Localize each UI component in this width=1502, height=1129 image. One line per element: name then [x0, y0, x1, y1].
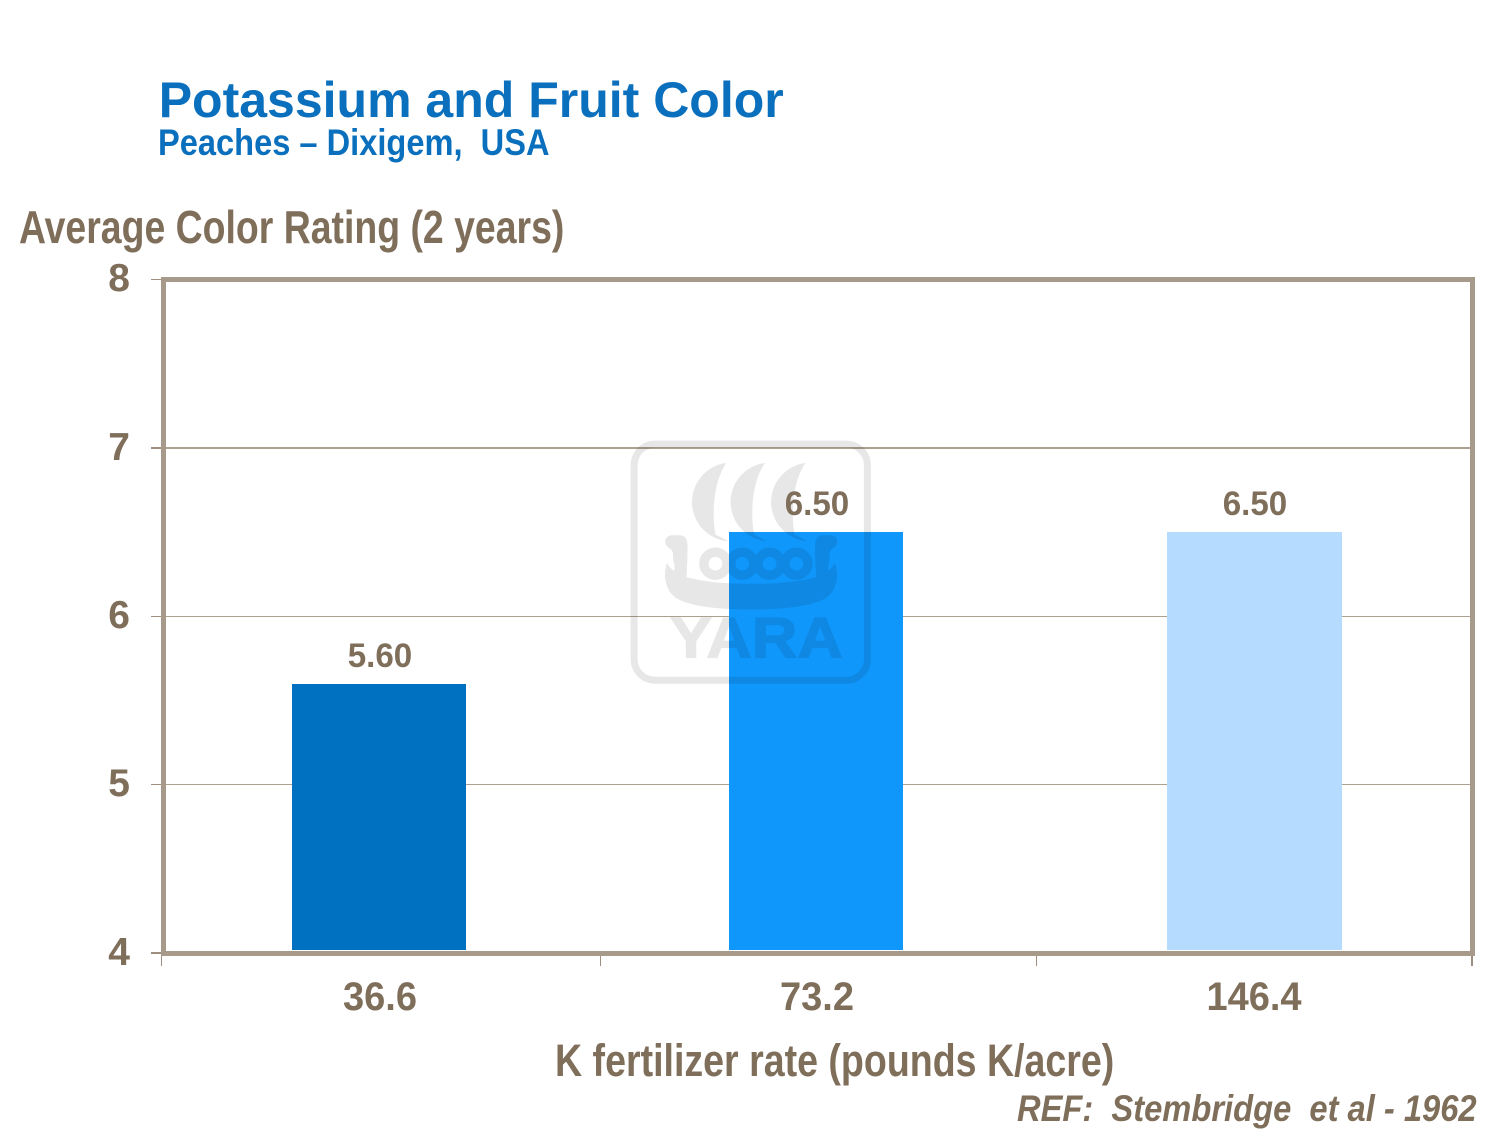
svg-text:YARA: YARA — [670, 606, 843, 670]
